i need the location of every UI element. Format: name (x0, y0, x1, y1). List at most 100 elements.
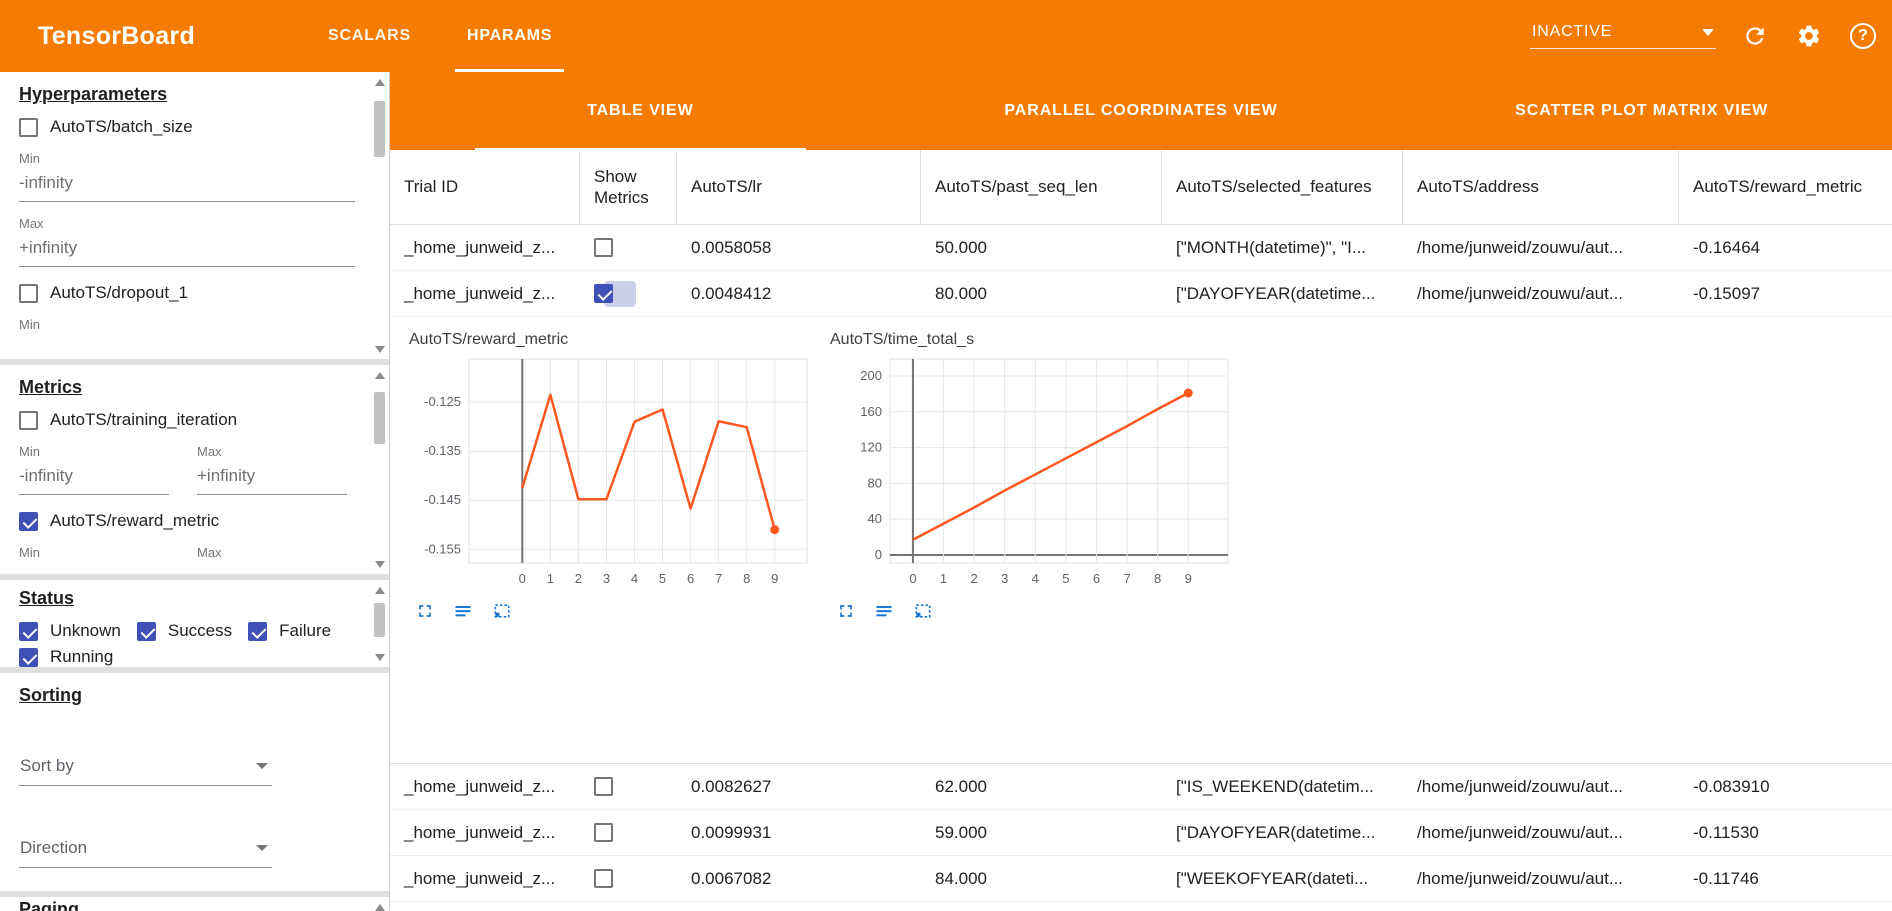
min-label: Min (19, 151, 40, 166)
status-running-row[interactable]: Running (19, 647, 355, 667)
scrollbar[interactable] (372, 900, 387, 908)
show-metrics-checkbox[interactable] (594, 823, 613, 842)
lr-cell: 0.0082627 (691, 776, 772, 796)
svg-text:3: 3 (1001, 571, 1008, 586)
max-input[interactable] (19, 231, 355, 267)
metric-reward-row[interactable]: AutoTS/reward_metric (19, 511, 355, 531)
run-status-dropdown[interactable]: INACTIVE (1530, 23, 1716, 49)
show-metrics-checkbox[interactable] (594, 238, 613, 257)
chart-toolbar (415, 601, 814, 621)
paging-heading: Paging (19, 899, 80, 911)
svg-text:9: 9 (771, 571, 778, 586)
help-button[interactable]: ? (1848, 21, 1878, 51)
trial-id-cell: _home_junweid_z... (404, 237, 556, 257)
checkbox-icon[interactable] (19, 283, 38, 303)
status-failure-row[interactable]: Failure (248, 621, 331, 641)
fit-domain-button[interactable] (491, 601, 513, 621)
scroll-up-icon[interactable] (372, 368, 387, 382)
scroll-thumb[interactable] (374, 392, 385, 444)
svg-text:0: 0 (875, 547, 882, 562)
svg-text:5: 5 (1062, 571, 1069, 586)
metrics-heading: Metrics (19, 377, 83, 397)
svg-text:9: 9 (1185, 571, 1192, 586)
checkbox-icon[interactable] (136, 621, 156, 641)
hparam-dropout-row[interactable]: AutoTS/dropout_1 (19, 283, 355, 303)
max-label: Max (197, 545, 222, 560)
address-cell: /home/junweid/zouwu/aut... (1417, 283, 1624, 303)
tab-table-view[interactable]: TABLE VIEW (390, 72, 891, 150)
status-success-row[interactable]: Success (136, 621, 232, 641)
selected-features-cell: ["MONTH(datetime)", "I... (1176, 237, 1367, 257)
show-metrics-checkbox[interactable] (594, 284, 613, 303)
max-input[interactable] (197, 459, 347, 495)
tab-parallel-coordinates-view[interactable]: PARALLEL COORDINATES VIEW (891, 72, 1392, 150)
tab-hparams[interactable]: HPARAMS (439, 0, 580, 72)
address-cell: /home/junweid/zouwu/aut... (1417, 822, 1624, 842)
svg-text:0: 0 (909, 571, 916, 586)
expand-chart-button[interactable] (836, 601, 856, 621)
hyperparameters-panel: Hyperparameters AutoTS/batch_size Min Ma… (0, 72, 389, 359)
hparams-main: TABLE VIEW PARALLEL COORDINATES VIEW SCA… (390, 72, 1892, 911)
settings-button[interactable] (1794, 21, 1824, 51)
sorting-heading: Sorting (19, 685, 82, 705)
status-unknown-row[interactable]: Unknown (19, 621, 121, 641)
reward-metric-cell: -0.15097 (1693, 283, 1761, 303)
chart-title: AutoTS/reward_metric (409, 331, 569, 348)
metric-training-iteration-row[interactable]: AutoTS/training_iteration (19, 410, 355, 430)
chevron-down-icon (256, 845, 268, 851)
reward-metric-cell: -0.11746 (1693, 868, 1759, 888)
lr-cell: 0.0048412 (691, 283, 772, 303)
max-label: Max (19, 216, 44, 231)
svg-text:120: 120 (860, 440, 882, 455)
checkbox-icon[interactable] (19, 511, 38, 531)
svg-text:6: 6 (687, 571, 694, 586)
checkbox-icon[interactable] (19, 621, 38, 641)
checkbox-icon[interactable] (19, 410, 38, 430)
line-chart: 0 40 80 120 160 200 0 1 2 3 4 5 6 7 8 9 (860, 358, 1229, 586)
fit-domain-button[interactable] (912, 601, 934, 621)
scroll-down-icon[interactable] (372, 650, 387, 664)
tab-scalars[interactable]: SCALARS (300, 0, 439, 72)
scroll-up-icon[interactable] (372, 583, 387, 597)
show-metrics-checkbox[interactable] (594, 869, 613, 888)
top-app-bar: TensorBoard SCALARS HPARAMS INACTIVE ? (0, 0, 1892, 72)
scrollbar[interactable] (372, 75, 387, 356)
scrollbar[interactable] (372, 368, 387, 571)
chart-toolbar (836, 601, 1235, 621)
fit-domain-icon (494, 604, 510, 618)
sort-by-dropdown[interactable]: Sort by (19, 756, 272, 786)
scroll-down-icon[interactable] (372, 342, 387, 356)
min-label: Min (19, 317, 40, 332)
scroll-down-icon[interactable] (372, 557, 387, 571)
scroll-up-icon[interactable] (372, 900, 387, 911)
svg-text:8: 8 (1154, 571, 1161, 586)
series-data-button[interactable] (453, 601, 473, 621)
refresh-button[interactable] (1740, 21, 1770, 51)
checkbox-icon[interactable] (248, 621, 268, 641)
hparam-batch-size-row[interactable]: AutoTS/batch_size (19, 117, 355, 137)
table-row: _home_junweid_z... 0.0082627 62.000 ["IS… (390, 764, 1892, 810)
status-running-label: Running (50, 647, 114, 666)
checkbox-icon[interactable] (19, 117, 38, 137)
expand-icon (419, 605, 431, 617)
show-metrics-checkbox[interactable] (594, 777, 613, 796)
direction-dropdown[interactable]: Direction (19, 838, 272, 868)
scroll-up-icon[interactable] (372, 75, 387, 89)
column-header-past-seq-len: AutoTS/past_seq_len (921, 150, 1162, 224)
checkbox-icon[interactable] (19, 647, 38, 667)
tab-scatter-plot-matrix-view[interactable]: SCATTER PLOT MATRIX VIEW (1391, 72, 1892, 150)
svg-text:1: 1 (547, 571, 554, 586)
hparam-batch-size-label: AutoTS/batch_size (50, 117, 193, 136)
min-input[interactable] (19, 459, 169, 495)
paging-panel: Paging (0, 897, 389, 911)
metric-training-iteration-label: AutoTS/training_iteration (50, 410, 238, 429)
trial-id-cell: _home_junweid_z... (404, 822, 556, 842)
expand-chart-button[interactable] (415, 601, 435, 621)
scroll-thumb[interactable] (374, 101, 385, 157)
scrollbar[interactable] (372, 583, 387, 664)
min-input[interactable] (19, 166, 355, 202)
scroll-thumb[interactable] (374, 603, 385, 637)
series-data-button[interactable] (874, 601, 894, 621)
lines-icon (876, 606, 892, 617)
past-seq-len-cell: 62.000 (935, 776, 987, 796)
